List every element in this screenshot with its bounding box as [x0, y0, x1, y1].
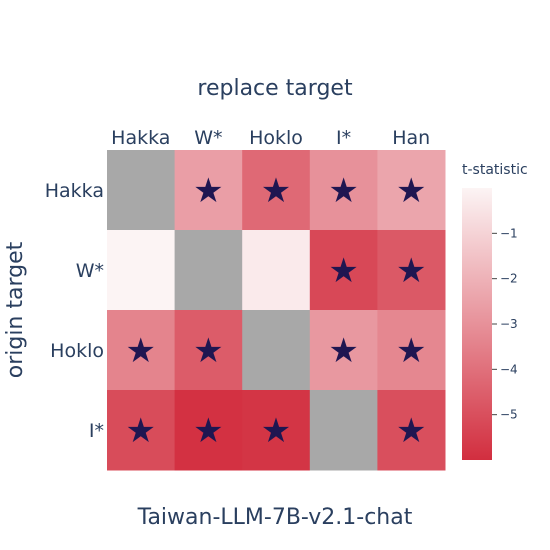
x-tick-label: Hoklo [249, 127, 303, 149]
heatmap-cells [107, 150, 446, 471]
colorbar-tick-label: −3 [500, 317, 518, 331]
x-tick-labels: Hakka W* Hoklo I* Han [111, 127, 430, 149]
heatmap-cell [242, 390, 311, 471]
significance-star: ★ [126, 331, 156, 371]
heatmap-cell [107, 310, 176, 391]
heatmap-cell [377, 230, 446, 311]
heatmap-cell [174, 230, 243, 311]
heatmap-cell [242, 230, 311, 311]
significance-markers: ★ ★ ★ ★ ★ ★ ★ ★ ★ ★ ★ ★ ★ ★ [126, 171, 427, 451]
colorbar-ticks: −1 −2 −3 −4 −5 [492, 226, 518, 422]
heatmap-cell [377, 390, 446, 471]
significance-star: ★ [396, 251, 426, 291]
y-tick-label: Hakka [45, 180, 104, 202]
colorbar-tick-label: −5 [500, 408, 518, 422]
heatmap-cell [107, 390, 176, 471]
significance-star: ★ [328, 171, 358, 211]
y-tick-label: Hoklo [50, 340, 104, 362]
heatmap-cell [309, 310, 378, 391]
heatmap-cell [174, 150, 243, 231]
x-axis-title: replace target [197, 76, 353, 101]
heatmap-cell [377, 310, 446, 391]
significance-star: ★ [261, 411, 291, 451]
x-tick-label: I* [336, 127, 351, 149]
colorbar-title: t-statistic [462, 162, 528, 178]
y-tick-labels: Hakka W* Hoklo I* [45, 180, 104, 442]
heatmap-cell [174, 310, 243, 391]
significance-star: ★ [328, 331, 358, 371]
heatmap-cell [242, 310, 311, 391]
y-axis-title: origin target [3, 241, 28, 378]
colorbar-tick-label: −4 [500, 362, 518, 376]
significance-star: ★ [261, 171, 291, 211]
significance-star: ★ [193, 171, 223, 211]
significance-star: ★ [126, 411, 156, 451]
colorbar-tick-label: −2 [500, 272, 518, 286]
significance-star: ★ [328, 251, 358, 291]
y-tick-label: I* [89, 420, 104, 442]
x-tick-label: Han [392, 127, 430, 149]
chart-title: Taiwan-LLM-7B-v2.1-chat [137, 505, 413, 530]
colorbar: t-statistic −1 −2 −3 −4 −5 [462, 162, 528, 460]
heatmap-cell [309, 150, 378, 231]
heatmap-cell [107, 230, 176, 311]
colorbar-tick-label: −1 [500, 226, 518, 240]
heatmap-cell [174, 390, 243, 471]
heatmap-cell [377, 150, 446, 231]
significance-star: ★ [193, 331, 223, 371]
heatmap-cell [107, 150, 176, 231]
y-tick-label: W* [76, 260, 104, 282]
x-tick-label: Hakka [111, 127, 170, 149]
significance-star: ★ [396, 411, 426, 451]
significance-star: ★ [396, 171, 426, 211]
heatmap-cell [309, 390, 378, 471]
significance-star: ★ [396, 331, 426, 371]
significance-star: ★ [193, 411, 223, 451]
x-tick-label: W* [194, 127, 222, 149]
heatmap-cell [309, 230, 378, 311]
colorbar-gradient [462, 188, 492, 460]
heatmap-cell [242, 150, 311, 231]
